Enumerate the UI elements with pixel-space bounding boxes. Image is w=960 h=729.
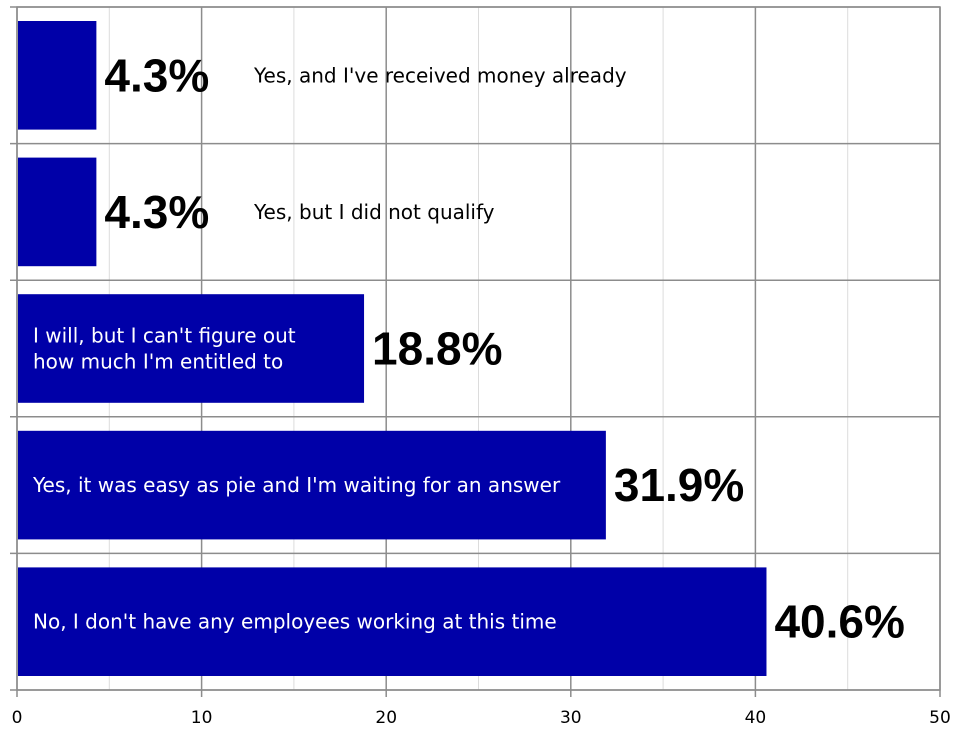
category-label: Yes, it was easy as pie and I'm waiting … [32, 473, 561, 497]
category-label-line: I will, but I can't figure out [33, 324, 296, 348]
category-label: I will, but I can't figure out how much I… [33, 324, 296, 374]
value-label: 4.3% [104, 186, 209, 238]
bar [18, 430, 606, 540]
category-label: Yes, but I did not qualify [253, 200, 495, 224]
x-axis: 0 10 20 30 40 50 [12, 708, 951, 728]
category-label-line: Yes, and I've received money already [253, 63, 627, 87]
x-tick-label: 0 [12, 708, 23, 728]
x-tick-label: 50 [929, 708, 951, 728]
category-label-line: how much I'm entitled to [33, 350, 283, 374]
category-label-line: No, I don't have any employees working a… [33, 610, 557, 634]
bar [18, 21, 97, 130]
plot-frame [16, 6, 941, 691]
bars [18, 21, 767, 676]
category-label-line: Yes, it was easy as pie and I'm waiting … [32, 473, 561, 497]
value-label: 31.9% [614, 459, 744, 511]
value-label: 18.8% [372, 323, 502, 375]
x-tick-label: 30 [560, 708, 582, 728]
bar [18, 294, 365, 403]
x-tick-label: 20 [375, 708, 397, 728]
value-label: 40.6% [774, 596, 904, 648]
labels: 4.3% Yes, and I've received money already… [32, 49, 905, 647]
x-tick-label: 40 [745, 708, 767, 728]
category-label-line: Yes, but I did not qualify [253, 200, 495, 224]
bar [18, 567, 767, 676]
category-label: Yes, and I've received money already [253, 63, 627, 87]
value-label: 4.3% [104, 49, 209, 101]
bar [18, 157, 97, 267]
grid [10, 6, 941, 697]
x-tick-label: 10 [191, 708, 213, 728]
category-label: No, I don't have any employees working a… [33, 610, 557, 634]
